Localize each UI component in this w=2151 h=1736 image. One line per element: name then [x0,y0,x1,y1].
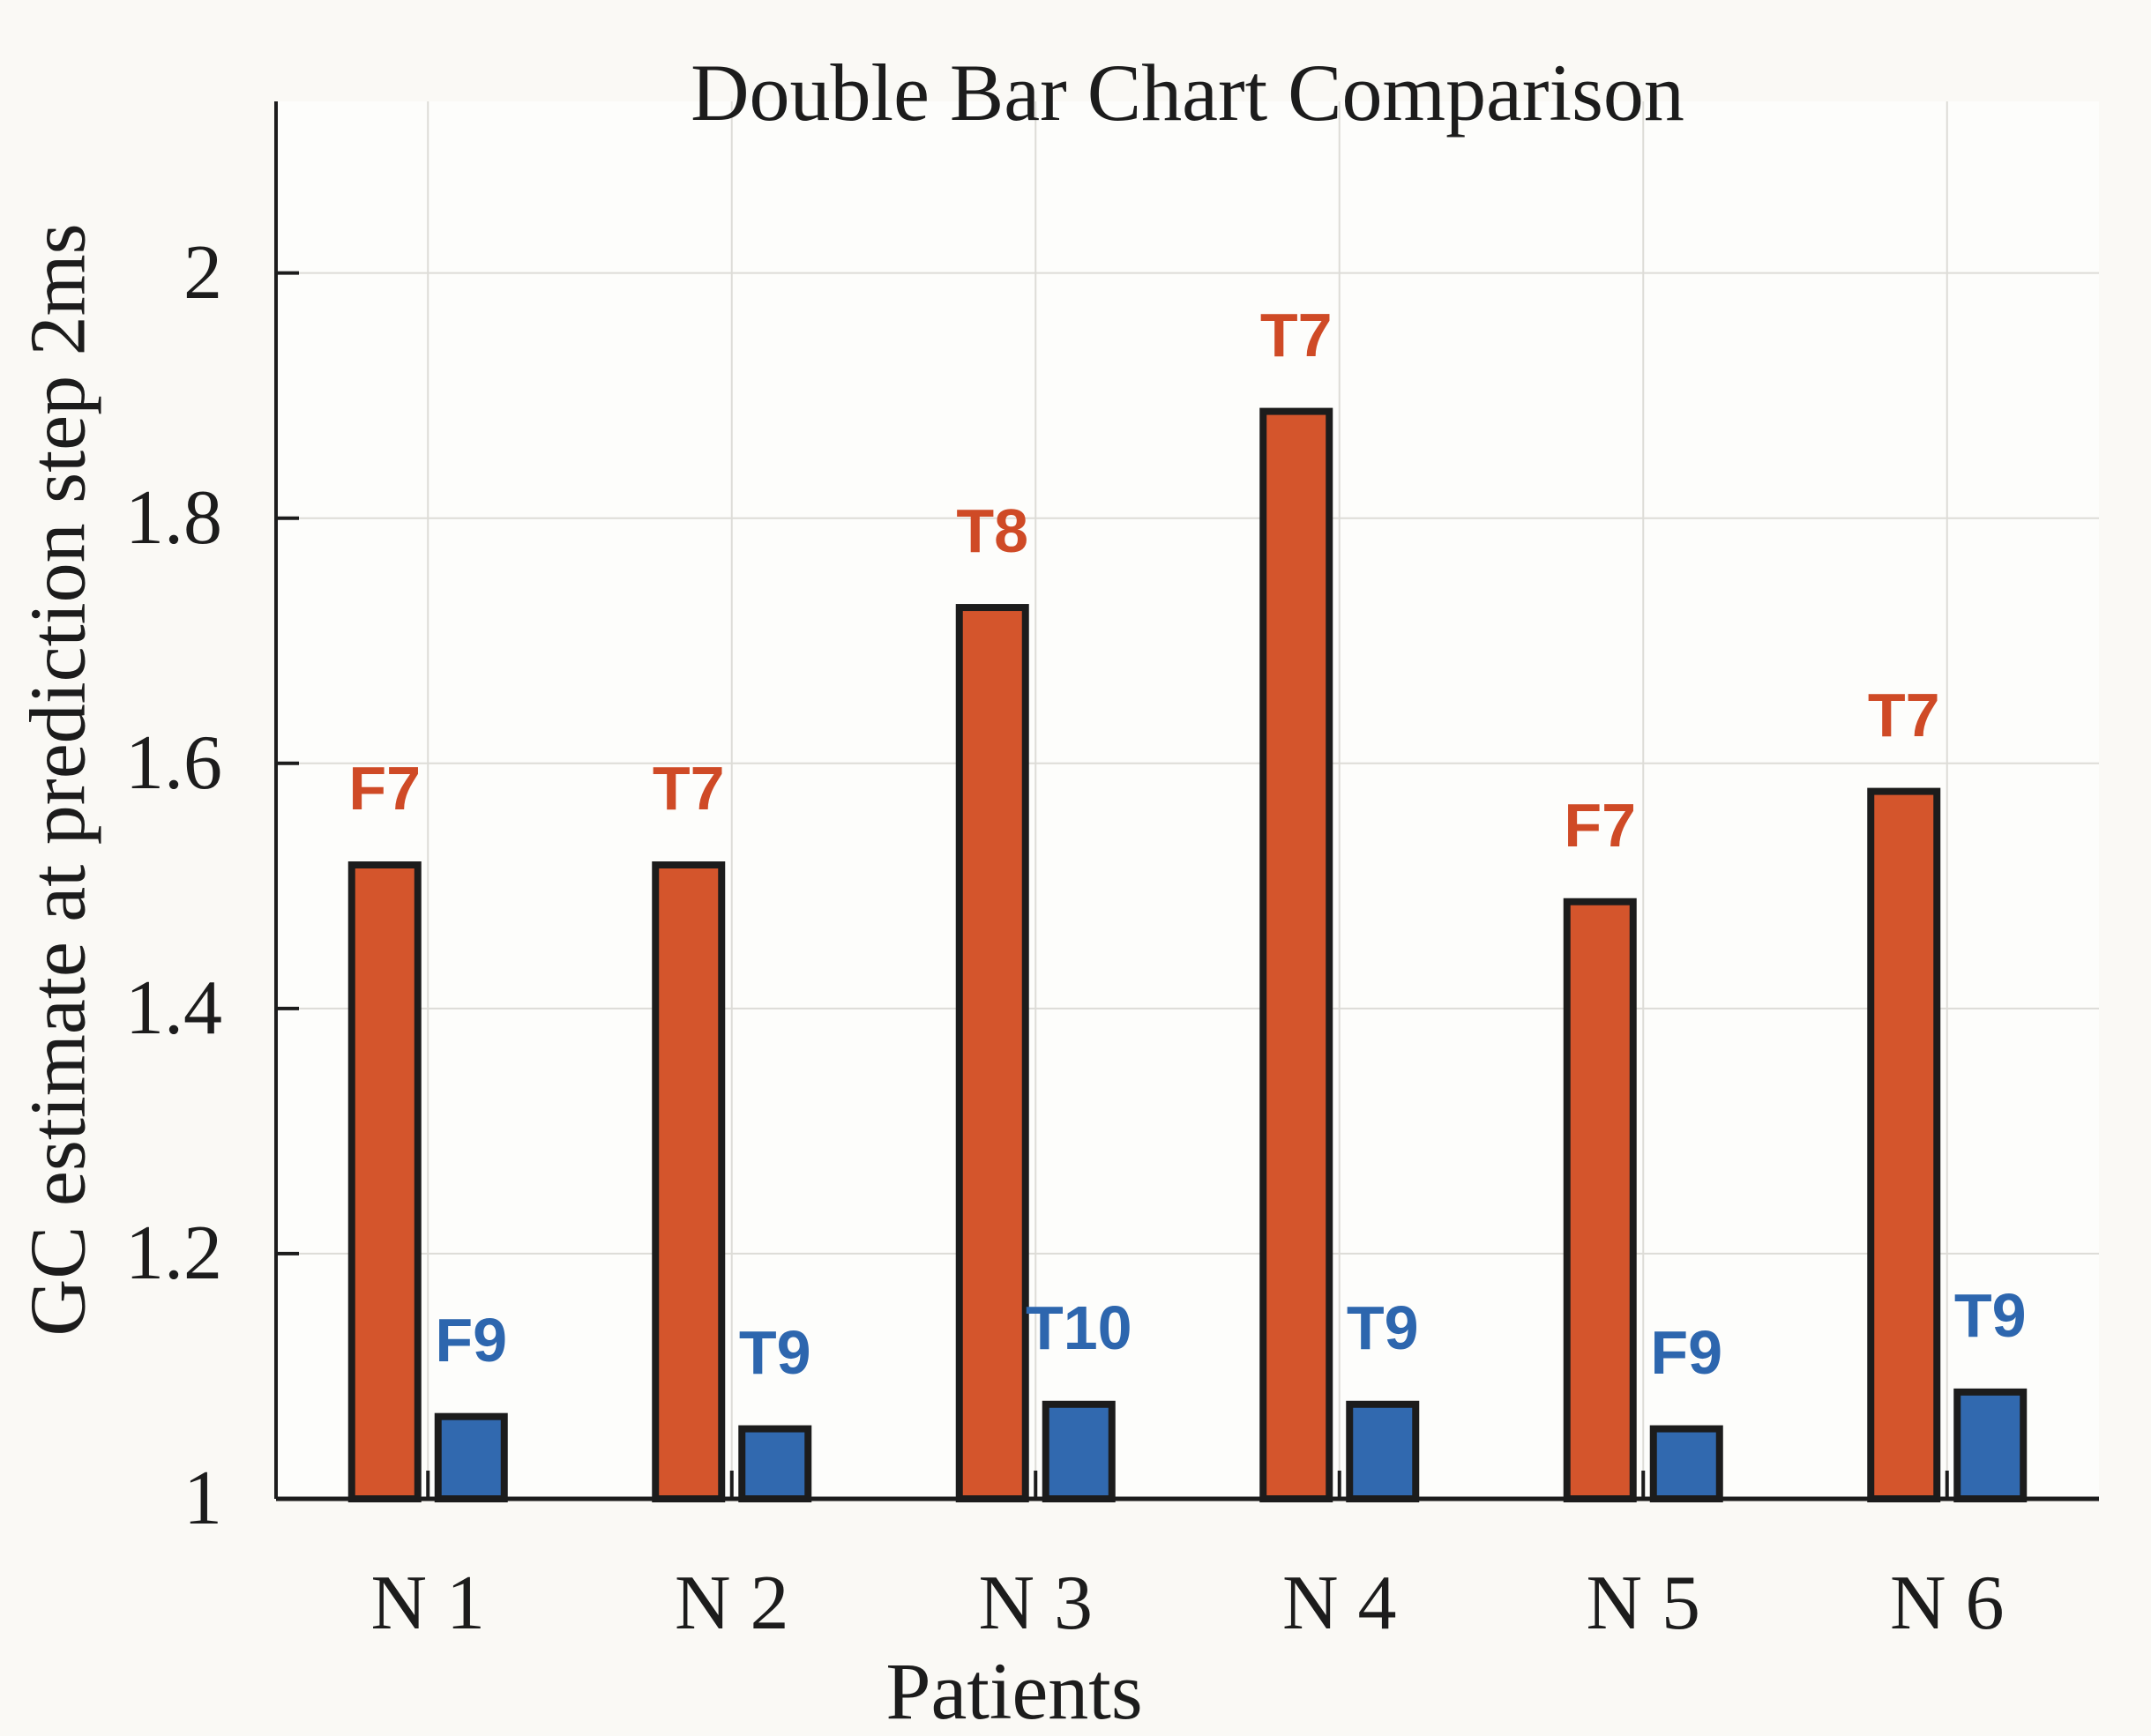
blue-series-bar-label: F9 [1650,1317,1723,1387]
blue-series-bar-label: F9 [435,1305,508,1375]
y-tick-label: 2 [183,229,222,316]
orange-series-bar-label: F7 [348,754,422,823]
y-tick-label: 1.6 [125,719,222,806]
orange-series-bar-label: T7 [1259,300,1333,369]
orange-series-bar [652,861,726,1502]
y-tick-label: 1.2 [125,1210,222,1296]
blue-series-bar [1042,1400,1116,1503]
blue-series-bar-label: T9 [738,1317,811,1387]
x-tick-label: N 4 [1281,1561,1397,1646]
x-axis-label: Patients [885,1646,1143,1736]
x-tick-label: N 2 [674,1561,789,1646]
x-tick-label: N 5 [1586,1561,1701,1646]
y-tick-label: 1.4 [125,965,222,1051]
orange-series-bar [955,604,1029,1502]
x-tick-label: N 1 [370,1561,486,1646]
y-tick-label: 1 [183,1456,222,1541]
orange-series-bar [1867,787,1941,1502]
blue-series-bar [434,1412,508,1502]
y-tick-label: 1.8 [125,474,222,561]
orange-series-bar [1563,898,1637,1502]
blue-series-bar [1649,1425,1723,1503]
orange-series-bar [1259,407,1333,1502]
x-tick-label: N 3 [978,1561,1094,1646]
orange-series-bar-label: T7 [652,754,725,823]
orange-series-bar [347,861,422,1502]
chart-title: Double Bar Chart Comparison [691,48,1684,138]
orange-series-bar-label: T7 [1867,680,1940,749]
x-tick-label: N 6 [1889,1561,2005,1646]
orange-series-bar-label: T8 [956,496,1029,566]
blue-series-bar [1346,1400,1420,1503]
blue-series-bar [1953,1388,2028,1502]
blue-series-bar-label: T9 [1346,1293,1419,1362]
blue-series-bar [738,1425,812,1503]
blue-series-bar-label: T9 [1953,1280,2027,1350]
plot-area [276,101,2099,1499]
orange-series-bar-label: F7 [1564,790,1637,860]
blue-series-bar-label: T10 [1025,1293,1132,1362]
